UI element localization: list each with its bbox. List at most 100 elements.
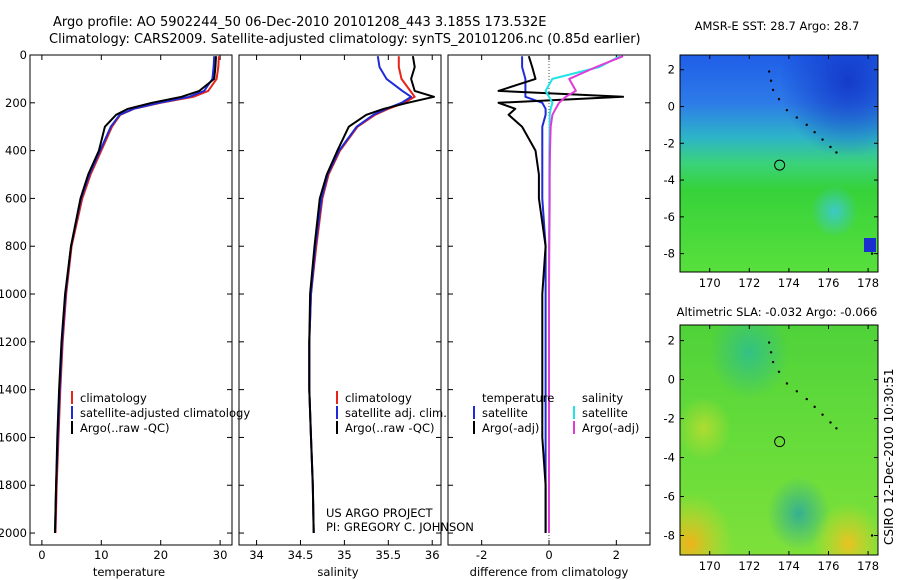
series-line-argo — [54, 56, 217, 534]
float-position-marker — [774, 159, 786, 171]
salinity-legend: climatology satellite adj. clim. Argo(..… — [336, 391, 447, 435]
island-dot — [821, 413, 824, 416]
map-x-tick-label: 176 — [818, 559, 840, 573]
legend-label-climatology: climatology — [345, 391, 412, 405]
legend-group-salinity: salinity — [582, 391, 623, 405]
series-line-satellite_adjusted — [308, 56, 413, 534]
side-timestamp: CSIRO 12-Dec-2010 10:30:51 — [882, 368, 896, 545]
y-tick-label: 200 — [5, 96, 27, 110]
x-tick-label: 35.5 — [375, 548, 401, 562]
island-dot — [870, 252, 874, 255]
difference-xlabel: difference from climatology — [470, 565, 629, 579]
map-y-tick-label: 2 — [668, 334, 675, 348]
island-dot — [835, 151, 838, 154]
island-dot — [767, 70, 771, 73]
sst-map-title: AMSR-E SST: 28.7 Argo: 28.7 — [695, 19, 860, 33]
figure-title-line1: Argo profile: AO 5902244_50 06-Dec-2010 … — [53, 15, 547, 30]
series-line-climatology — [308, 56, 416, 534]
y-tick-label: 1000 — [0, 287, 27, 301]
sst-deep-blue-cell — [864, 238, 876, 252]
series-line-salinity_satellite — [544, 55, 621, 533]
legend-label-argo: Argo(..raw -QC) — [80, 421, 170, 435]
map-x-tick-label: 172 — [738, 559, 760, 573]
island-dot — [785, 382, 789, 385]
x-tick-label: 30 — [213, 548, 228, 562]
map-x-tick-label: 170 — [699, 559, 721, 573]
legend-label-temp-argo: Argo(-adj) — [482, 421, 539, 435]
island-dot — [771, 360, 775, 364]
sst-map-overlay: 170 172 174 176 178 2 0 -2 -4 -6 -8 — [664, 55, 879, 290]
island-dot — [829, 145, 832, 149]
x-tick-label: 2 — [613, 548, 620, 562]
sla-map-overlay: 170 172 174 176 178 2 0 -2 -4 -6 -8 — [664, 325, 879, 573]
island-dot — [769, 351, 773, 354]
island-dot — [805, 123, 808, 127]
series-line-argo — [308, 56, 435, 534]
y-tick-label: 0 — [20, 48, 27, 62]
sst-map — [680, 55, 878, 272]
map-y-tick-label: -2 — [664, 136, 675, 150]
legend-label-satellite: satellite-adjusted climatology — [80, 406, 250, 420]
series-line-argo — [497, 55, 625, 533]
salinity-panel-frame — [238, 54, 442, 546]
map-x-tick-label: 174 — [778, 559, 800, 573]
temperature-legend: climatology satellite-adjusted climatolo… — [71, 391, 250, 435]
map-y-tick-label: -6 — [664, 490, 675, 504]
island-dot — [813, 131, 816, 134]
sla-map-frame — [679, 324, 879, 556]
project-pi: PI: GREGORY C. JOHNSON — [326, 520, 474, 534]
y-tick-label: 600 — [5, 191, 27, 205]
island-dot — [769, 79, 773, 82]
x-tick-label: 0 — [545, 548, 552, 562]
island-dot — [795, 116, 799, 119]
map-x-tick-label: 170 — [699, 276, 721, 290]
y-tick-label: 1200 — [0, 335, 27, 349]
y-tick-label: 1400 — [0, 383, 27, 397]
island-dot — [813, 405, 816, 409]
temperature-xlabel: temperature — [93, 565, 165, 579]
map-y-tick-label: 0 — [668, 373, 675, 387]
island-dot — [870, 534, 874, 537]
y-tick-label: 400 — [5, 144, 27, 158]
island-dot — [829, 421, 832, 424]
map-x-tick-label: 176 — [818, 276, 840, 290]
series-line-satellite_adjusted — [54, 56, 216, 534]
difference-plot: -2 0 2 — [448, 54, 650, 562]
figure-title-line2: Climatology: CARS2009. Satellite-adjuste… — [49, 32, 641, 47]
y-tick-label: 1600 — [0, 430, 27, 444]
legend-label-satellite: satellite adj. clim. — [345, 406, 447, 420]
series-line-salinity_argo — [548, 55, 624, 533]
island-dot — [785, 108, 789, 112]
sst-cyan-patch — [680, 55, 878, 272]
legend-label-sal-satellite: satellite — [582, 406, 628, 420]
sst-map-frame — [679, 54, 879, 273]
salinity-plot: 34 34.5 35 35.5 36 — [239, 54, 441, 562]
x-tick-label: -2 — [476, 548, 487, 562]
map-y-tick-label: -6 — [664, 210, 675, 224]
island-dot — [767, 341, 771, 344]
y-tick-label: 2000 — [0, 526, 27, 540]
legend-label-climatology: climatology — [80, 391, 147, 405]
difference-legend: temperature satellite Argo(-adj) salinit… — [473, 391, 639, 435]
map-y-tick-label: 2 — [668, 63, 675, 77]
island-dot — [835, 427, 838, 430]
island-dot — [795, 390, 799, 393]
x-tick-label: 10 — [94, 548, 109, 562]
x-tick-label: 36 — [425, 548, 440, 562]
temperature-panel-frame — [29, 54, 233, 546]
island-dot — [821, 138, 824, 141]
float-position-marker — [774, 436, 786, 448]
y-tick-label: 800 — [5, 239, 27, 253]
sla-map-title: Altimetric SLA: -0.032 Argo: -0.066 — [677, 305, 878, 319]
map-x-tick-label: 178 — [857, 276, 879, 290]
map-x-tick-label: 174 — [778, 276, 800, 290]
legend-group-temperature: temperature — [482, 391, 554, 405]
map-y-tick-label: -2 — [664, 412, 675, 426]
temperature-plot: 0 10 20 30 0 200 400 600 800 1000 1200 1400 1600 1800… — [0, 48, 232, 562]
y-tick-label: 1800 — [0, 478, 27, 492]
island-dot — [777, 370, 781, 373]
legend-label-argo: Argo(..raw -QC) — [345, 421, 435, 435]
island-dot — [777, 97, 781, 101]
map-y-tick-label: -8 — [664, 529, 675, 543]
x-tick-label: 20 — [153, 548, 168, 562]
